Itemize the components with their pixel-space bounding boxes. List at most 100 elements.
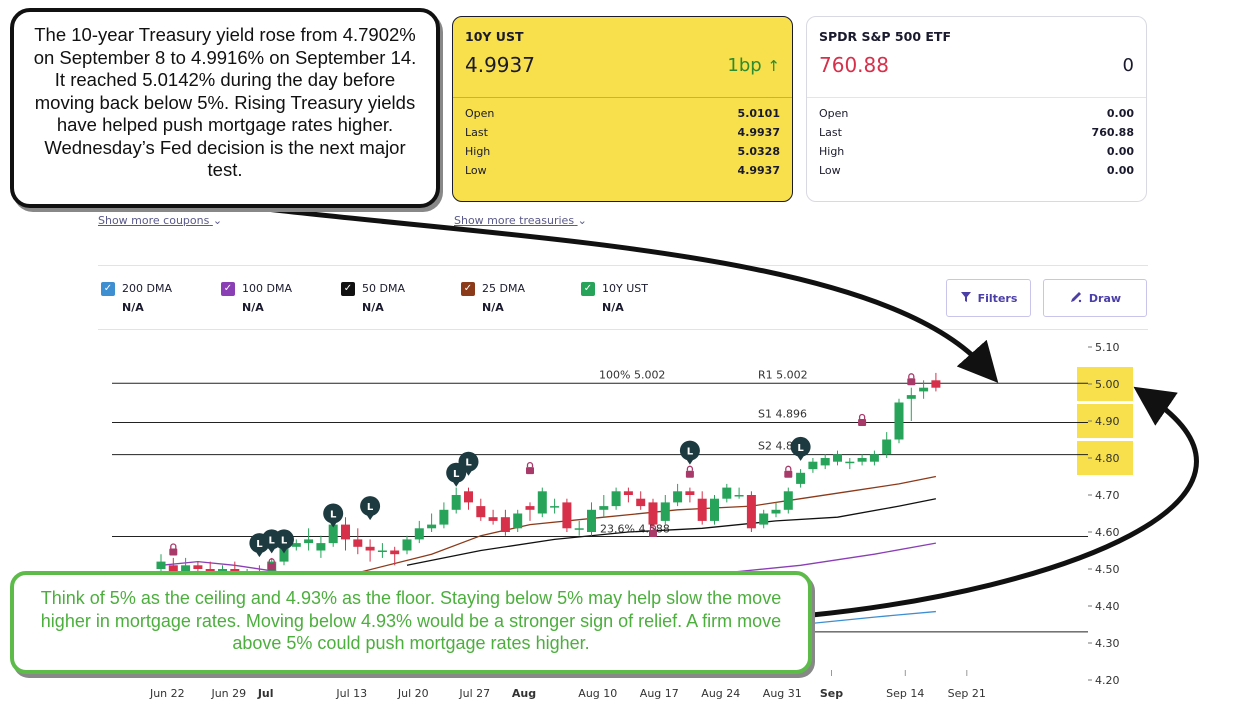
- candle-body: [168, 565, 178, 573]
- y-tick-highlight: [1077, 441, 1133, 475]
- badge-letter: L: [687, 447, 694, 458]
- candle-body: [427, 524, 437, 529]
- card-row-open: Open 0.00: [819, 107, 1134, 120]
- candle-body: [796, 472, 806, 484]
- candle-body: [833, 454, 842, 462]
- badge-letter: L: [367, 502, 374, 513]
- candle: [833, 450, 842, 466]
- quote-card-spdr-sp500[interactable]: SPDR S&P 500 ETF 760.88 0 Open 0.00 Last 7…: [806, 16, 1147, 202]
- candle-body: [771, 509, 781, 514]
- candle-body: [402, 539, 412, 551]
- checkbox-checked-icon[interactable]: ✓: [101, 282, 115, 296]
- candle: [820, 454, 830, 470]
- candle: [316, 535, 326, 558]
- candle-body: [808, 461, 818, 470]
- event-badge-icon: L: [323, 503, 344, 528]
- candle: [611, 487, 621, 510]
- card-row-open: Open 5.0101: [465, 107, 780, 120]
- event-badge-icon: L: [458, 451, 479, 476]
- candle-body: [783, 491, 793, 510]
- x-tick-label: Sep 21: [948, 687, 986, 700]
- card-row-last: Last 4.9937: [465, 126, 780, 139]
- chevron-down-icon: ⌄: [212, 214, 223, 227]
- candle-body: [759, 513, 769, 525]
- candle: [377, 543, 387, 558]
- checkbox-checked-icon[interactable]: ✓: [461, 282, 475, 296]
- candle-body: [513, 513, 523, 529]
- candle: [673, 483, 683, 507]
- candle-body: [218, 569, 227, 573]
- lock-icon: [907, 373, 916, 386]
- lock-shackle: [785, 465, 792, 471]
- badge-letter: L: [453, 469, 460, 480]
- candle: [759, 509, 769, 529]
- lock-icon: [526, 461, 534, 475]
- lock-shackle: [649, 524, 657, 530]
- candle-body: [365, 546, 375, 551]
- candle: [365, 539, 375, 562]
- checkbox-checked-icon[interactable]: ✓: [341, 282, 355, 296]
- quote-card-10y-ust[interactable]: 10Y UST 4.9937 1bp ↑ Open 5.0101 Last 4.99…: [452, 16, 793, 202]
- filters-button[interactable]: Filters: [946, 279, 1031, 317]
- annotation-arrow: [239, 203, 999, 383]
- candle-body: [537, 491, 547, 514]
- candle: [869, 450, 879, 466]
- candle-body: [193, 565, 203, 569]
- lock-icon: [858, 413, 867, 426]
- candle: [796, 469, 806, 488]
- candle-body: [156, 561, 166, 569]
- y-tick-label: 4.40: [1095, 600, 1120, 613]
- candle: [636, 491, 646, 510]
- annotation-callout-bottom: Think of 5% as the ceiling and 4.93% as …: [10, 571, 812, 674]
- candle-body: [353, 539, 363, 547]
- candle: [783, 487, 793, 514]
- candle: [734, 487, 744, 499]
- event-badge-icon: L: [360, 496, 381, 521]
- candle: [304, 528, 314, 551]
- draw-button[interactable]: Draw: [1043, 279, 1147, 317]
- candle: [919, 380, 929, 399]
- candle-body: [500, 517, 510, 532]
- pencil-icon: [1069, 290, 1083, 307]
- candle: [623, 487, 633, 503]
- candle-body: [562, 502, 572, 529]
- badge-pin: [323, 503, 344, 528]
- fib-level-label: 100% 5.002: [599, 368, 665, 381]
- candle-body: [328, 524, 338, 544]
- candle-body: [611, 491, 621, 507]
- badge-letter: L: [281, 535, 288, 546]
- change-value: 1bp: [727, 55, 762, 76]
- candle: [857, 454, 867, 466]
- y-tick-label: 4.60: [1095, 526, 1120, 539]
- candle-body: [820, 458, 830, 466]
- candle-body: [660, 502, 670, 521]
- lock-body: [858, 419, 867, 426]
- card-symbol: SPDR S&P 500 ETF: [819, 29, 951, 44]
- show-more-treasuries-link[interactable]: Show more treasuries ⌄: [454, 214, 587, 227]
- candle-body: [673, 491, 683, 503]
- candle-body: [931, 380, 941, 388]
- card-row-high: High 5.0328: [465, 145, 780, 158]
- card-row-high: High 0.00: [819, 145, 1134, 158]
- candle-body: [341, 524, 350, 540]
- badge-pin: [679, 440, 700, 465]
- annotation-callout-top: The 10-year Treasury yield rose from 4.7…: [10, 8, 440, 208]
- candle: [562, 498, 572, 532]
- checkbox-checked-icon[interactable]: ✓: [221, 282, 235, 296]
- candle: [488, 509, 498, 525]
- lock-body: [907, 378, 916, 386]
- candle: [710, 495, 719, 525]
- y-tick-highlight: [1077, 404, 1133, 438]
- card-row-low: Low 0.00: [819, 164, 1134, 177]
- chevron-down-icon: ⌄: [577, 214, 587, 227]
- ma-line-50-dma: [406, 498, 937, 566]
- lock-icon: [685, 465, 694, 478]
- candle: [931, 372, 941, 392]
- candle-body: [869, 454, 879, 462]
- checkbox-checked-icon[interactable]: ✓: [581, 282, 595, 296]
- show-more-coupons-link[interactable]: Show more coupons ⌄: [98, 214, 223, 227]
- candle-body: [476, 506, 486, 518]
- badge-pin: [458, 451, 479, 476]
- candle-body: [279, 546, 289, 562]
